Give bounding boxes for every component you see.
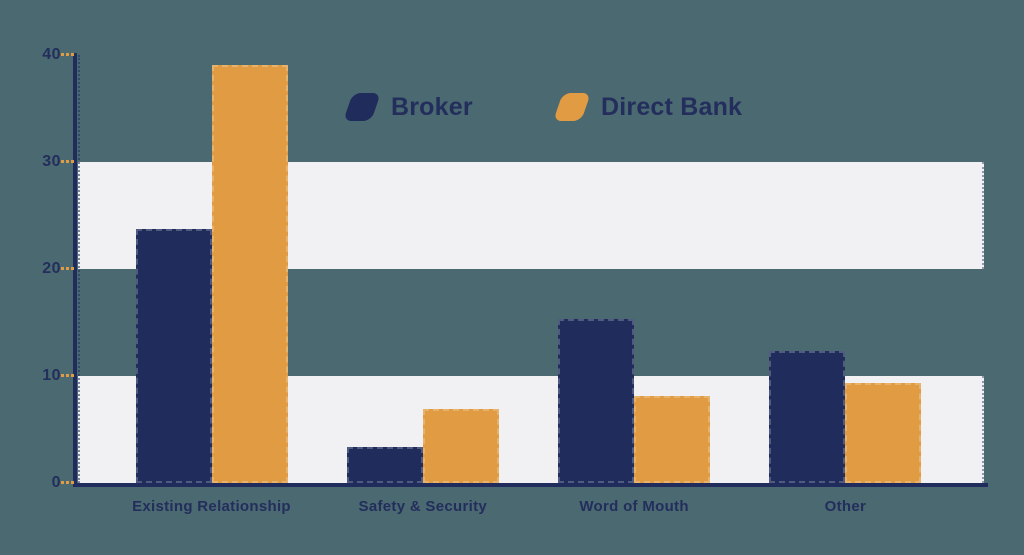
bar-direct-bank-word-of-mouth [634, 396, 711, 483]
y-tick-30 [61, 160, 74, 163]
bar-broker-safety-security [346, 446, 423, 483]
x-category-label-other: Other [824, 498, 867, 515]
legend-label-broker: Broker [391, 92, 473, 121]
bar-broker-other [769, 351, 846, 483]
bar-broker-existing-relationship [135, 229, 212, 483]
legend-item-direct-bank: Direct Bank [553, 91, 743, 123]
y-tick-label-20: 20 [42, 260, 61, 277]
y-tick-label-10: 10 [42, 367, 61, 384]
y-tick-20 [61, 267, 74, 270]
x-category-label-existing-relationship: Existing Relationship [132, 498, 291, 515]
y-tick-label-40: 40 [42, 46, 61, 63]
bar-direct-bank-safety-security [422, 409, 499, 483]
x-axis-line [73, 483, 988, 487]
x-category-label-word-of-mouth: Word of Mouth [579, 498, 689, 515]
y-tick-label-30: 30 [42, 153, 61, 170]
legend-swatch-broker [343, 93, 381, 121]
legend-swatch-direct-bank [553, 93, 591, 121]
x-category-label-safety-security: Safety & Security [358, 498, 488, 515]
bar-direct-bank-existing-relationship [211, 64, 288, 483]
y-tick-0 [61, 481, 74, 484]
legend-item-broker: Broker [343, 91, 473, 123]
bar-broker-word-of-mouth [558, 319, 635, 483]
legend-label-direct-bank: Direct Bank [601, 92, 743, 121]
y-axis-line [73, 53, 77, 487]
bar-direct-bank-other [845, 383, 922, 483]
y-tick-10 [61, 374, 74, 377]
y-axis-dotted-line [78, 55, 80, 483]
y-tick-label-0: 0 [51, 474, 61, 491]
y-tick-40 [61, 53, 74, 56]
